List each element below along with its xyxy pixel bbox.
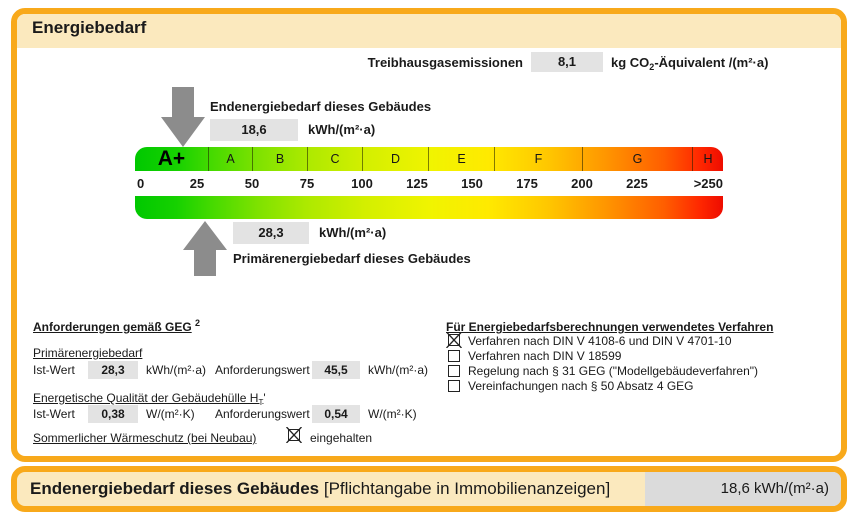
method-item-label: Vereinfachungen nach § 50 Absatz 4 GEG	[468, 379, 694, 393]
envelope-req-unit: W/(m²·K)	[368, 407, 417, 421]
primary-energy-label: Primärenergiebedarf dieses Gebäudes	[233, 251, 471, 266]
end-energy-marker-arrow-icon	[161, 87, 205, 147]
method-item-label: Regelung nach § 31 GEG ("Modellgebäudeve…	[468, 364, 759, 378]
primary-energy-marker-arrow-icon	[183, 221, 227, 276]
emissions-label: Treibhausgasemissionen	[367, 55, 523, 70]
axis-tick: >250	[693, 176, 723, 191]
axis-tick: 75	[299, 176, 315, 191]
scale-segment-b: B	[252, 147, 307, 171]
methods-title: Für Energiebedarfsberechnungen verwendet…	[446, 320, 774, 334]
axis-tick: 25	[189, 176, 205, 191]
end-energy-unit: kWh/(m²·a)	[308, 122, 376, 137]
requirements-title: Anforderungen gemäß GEG 2	[33, 318, 201, 334]
axis-tick: 100	[351, 176, 373, 191]
section-header-bar	[17, 14, 841, 48]
envelope-ist-unit: W/(m²·K)	[146, 407, 195, 421]
energy-scale: A+ A B C D E F G H 0 25 50 75 100 125 15…	[135, 147, 723, 219]
emissions-value-box: 8,1	[531, 52, 603, 72]
envelope-req-value-box: 0,54	[312, 405, 360, 423]
method-checkbox-empty[interactable]	[446, 378, 463, 394]
scale-segment-h: H	[692, 147, 723, 171]
envelope-req-label: Anforderungswert	[215, 407, 310, 421]
envelope-ist-label: Ist-Wert	[33, 407, 75, 421]
method-item-label: Verfahren nach DIN V 4108-6 und DIN V 47…	[468, 334, 732, 348]
energy-scale-axis: 0 25 50 75 100 125 150 175 200 225 >250	[135, 171, 723, 196]
primary-energy-unit: kWh/(m²·a)	[319, 225, 387, 240]
axis-tick: 200	[571, 176, 593, 191]
scale-segment-e: E	[428, 147, 494, 171]
axis-tick: 225	[626, 176, 648, 191]
end-energy-label: Endenergiebedarf dieses Gebäudes	[210, 99, 432, 114]
method-checkbox-checked[interactable]	[446, 332, 463, 348]
end-energy-value-box: 18,6	[210, 119, 298, 141]
scale-segment-c: C	[306, 147, 362, 171]
emissions-unit: kg CO2-Äquivalent /(m²·a)	[611, 55, 769, 72]
primary-req-value-box: 45,5	[312, 361, 360, 379]
primary-req-label: Anforderungswert	[215, 363, 310, 377]
primary-ist-unit: kWh/(m²·a)	[146, 363, 206, 377]
main-panel	[11, 8, 847, 462]
scale-segment-aplus: A+	[157, 147, 186, 170]
method-checkbox-empty[interactable]	[446, 348, 463, 364]
axis-tick: 125	[406, 176, 428, 191]
primary-ist-label: Ist-Wert	[33, 363, 75, 377]
summer-heat-protection-status: eingehalten	[310, 431, 373, 445]
envelope-ist-value-box: 0,38	[88, 405, 138, 423]
scale-segment-d: D	[362, 147, 428, 171]
scale-segment-a: A	[207, 147, 252, 171]
energy-scale-class-bar: A+ A B C D E F G H	[135, 147, 723, 171]
primary-ist-value-box: 28,3	[88, 361, 138, 379]
requirements-primary-section: Primärenergiebedarf	[33, 346, 143, 360]
scale-segment-g: G	[581, 147, 692, 171]
primary-req-unit: kWh/(m²·a)	[368, 363, 428, 377]
requirements-envelope-section: Energetische Qualität der Gebäudehülle H…	[33, 391, 266, 407]
footer-value-box: 18,6 kWh/(m²·a)	[645, 472, 841, 506]
axis-tick: 150	[461, 176, 483, 191]
axis-tick: 50	[244, 176, 260, 191]
method-checkbox-empty[interactable]	[446, 363, 463, 379]
footer-title: Endenergiebedarf dieses Gebäudes [Pflich…	[30, 479, 611, 498]
summer-heat-protection-label: Sommerlicher Wärmeschutz (bei Neubau)	[33, 431, 257, 445]
page-title: Energiebedarf	[32, 18, 147, 37]
axis-tick: 0	[137, 176, 145, 191]
summer-heat-protection-checkbox-checked[interactable]	[286, 427, 303, 443]
energy-scale-gradient-bar	[135, 196, 723, 219]
scale-segment-f: F	[493, 147, 582, 171]
primary-energy-value-box: 28,3	[233, 222, 309, 244]
axis-tick: 175	[516, 176, 538, 191]
method-item-label: Verfahren nach DIN V 18599	[468, 349, 622, 363]
